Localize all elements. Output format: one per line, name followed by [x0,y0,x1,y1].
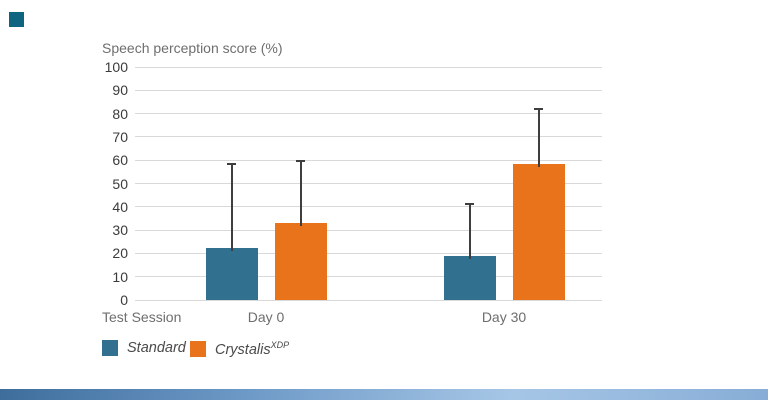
chart-title: Speech perception score (%) [102,40,283,56]
gridline [135,206,602,208]
legend-swatch-standard [102,340,118,356]
category-label-1: Day 30 [481,309,527,325]
error-bar-line [299,161,302,227]
legend-swatch-crystalis [190,340,206,357]
category-label-0: Day 0 [247,309,285,325]
y-tick-label: 0 [120,292,128,308]
y-tick-label: 40 [112,198,128,215]
error-bar-cap [227,162,236,165]
y-tick-label: 50 [112,175,128,192]
bar-crystalis-0 [274,223,327,300]
error-bar-line [230,163,233,251]
gridline [135,229,602,231]
y-tick-label: 30 [112,222,128,239]
x-axis-title: Test Session [102,309,182,325]
y-tick-label: 100 [104,59,128,75]
y-tick-label: 90 [112,82,128,99]
gridline [135,159,602,161]
bar-crystalis-1 [512,163,565,300]
error-bar-cap [465,203,474,206]
legend-item-standard: Standard [102,340,186,356]
y-tick-label: 10 [112,268,128,285]
y-tick-label: 70 [112,128,128,145]
gridline [135,89,602,91]
legend-label-standard: Standard [127,340,186,356]
error-bar-line [537,108,540,167]
legend-label-crystalis: CrystalisXDP [215,340,290,358]
footer-accent-bar [0,389,768,400]
gridline [135,252,602,254]
y-tick-label: 80 [112,105,128,122]
error-bar-cap [296,160,305,163]
legend-label-superscript: XDP [270,340,290,350]
gridline [135,276,602,278]
bar-standard-0 [205,247,258,300]
y-tick-label: 20 [112,245,128,262]
gridline [135,66,602,68]
error-bar-line [468,204,471,259]
gridline [135,113,602,115]
legend-item-crystalis: CrystalisXDP [190,340,289,358]
gridline [135,183,602,184]
bar-standard-1 [443,255,496,300]
gridline [135,299,602,301]
corner-accent-square [9,12,24,27]
gridline [135,136,602,138]
error-bar-cap [534,107,543,110]
y-tick-label: 60 [112,152,128,169]
